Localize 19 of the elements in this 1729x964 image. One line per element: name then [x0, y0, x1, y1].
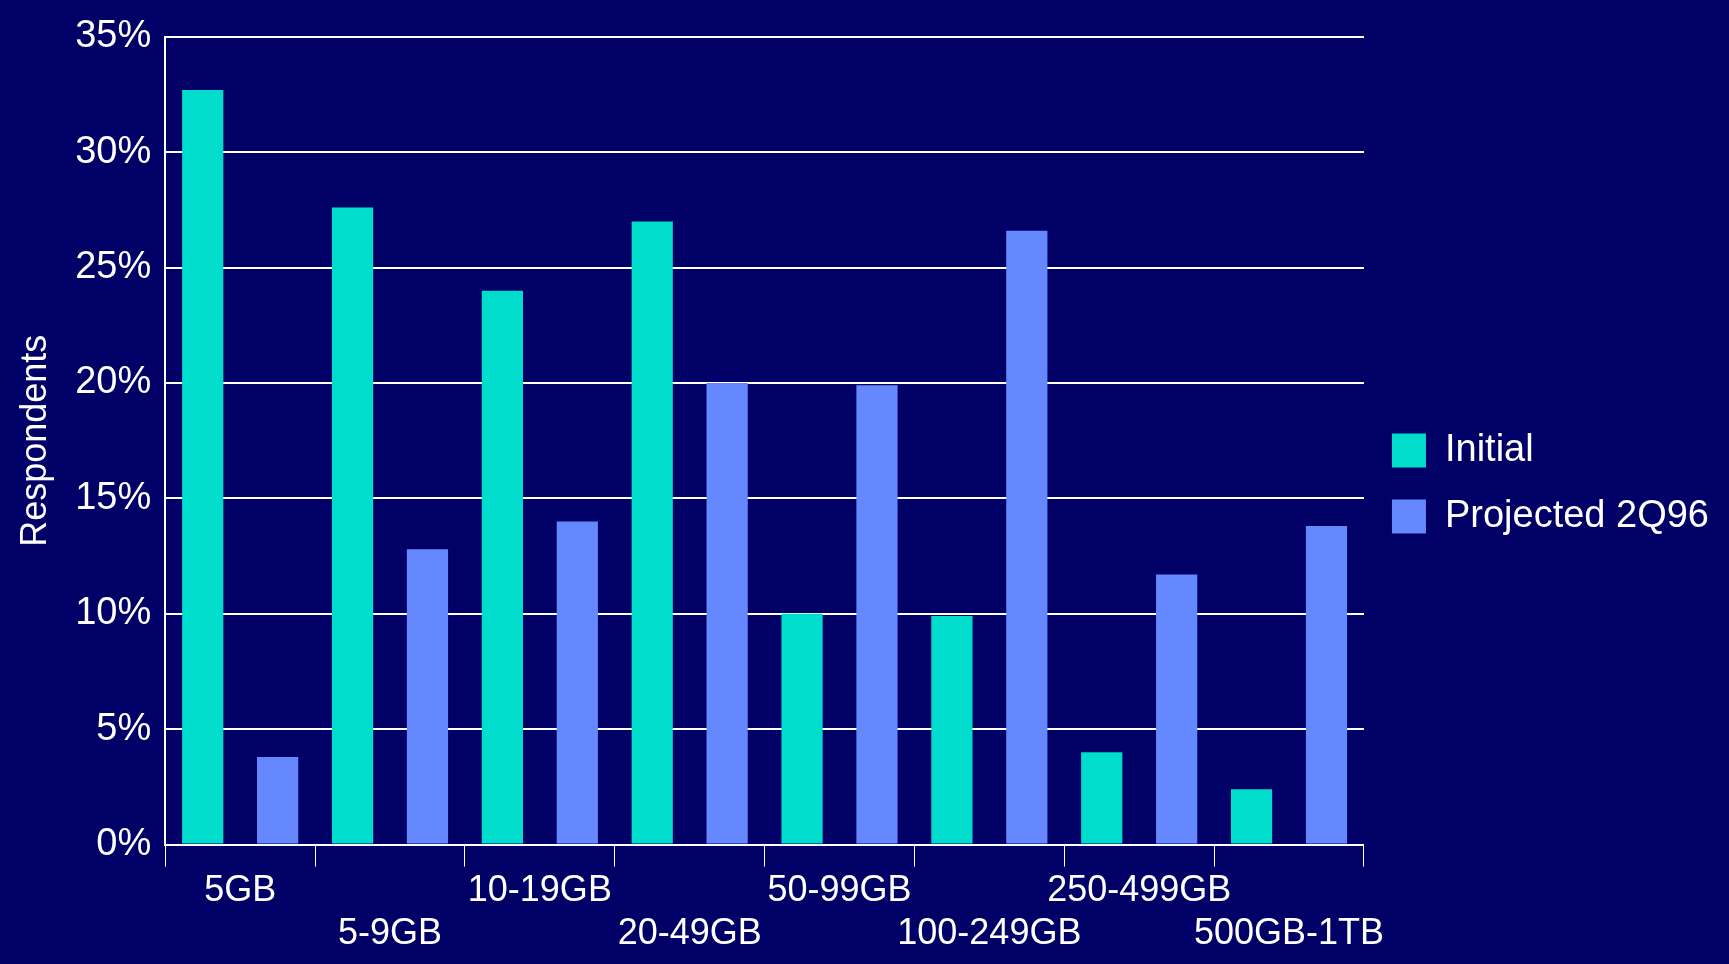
- x-tick-label: 20-49GB: [617, 911, 762, 953]
- y-tick-label: 15%: [75, 474, 152, 517]
- y-tick-label: 25%: [75, 244, 152, 287]
- y-tick-label: 0%: [96, 821, 152, 864]
- y-tick-label: 20%: [75, 359, 152, 402]
- x-tick-label: 10-19GB: [467, 868, 612, 910]
- legend-label: Projected 2Q96: [1444, 492, 1710, 535]
- legend-label: Initial: [1444, 426, 1534, 469]
- x-tick-label: 250-499GB: [1047, 868, 1232, 910]
- y-tick-label: 30%: [75, 128, 152, 171]
- x-tick-label: 5GB: [204, 868, 277, 910]
- x-tick-label: 500GB-1TB: [1193, 911, 1385, 953]
- y-axis-title: Respondents: [12, 334, 54, 547]
- y-tick-label: 10%: [75, 590, 152, 633]
- x-tick-label: 50-99GB: [767, 868, 912, 910]
- y-tick-label: 5%: [96, 705, 152, 748]
- y-tick-label: 35%: [75, 13, 152, 56]
- x-tick-label: 5-9GB: [337, 911, 443, 953]
- x-tick-label: 100-249GB: [897, 911, 1082, 953]
